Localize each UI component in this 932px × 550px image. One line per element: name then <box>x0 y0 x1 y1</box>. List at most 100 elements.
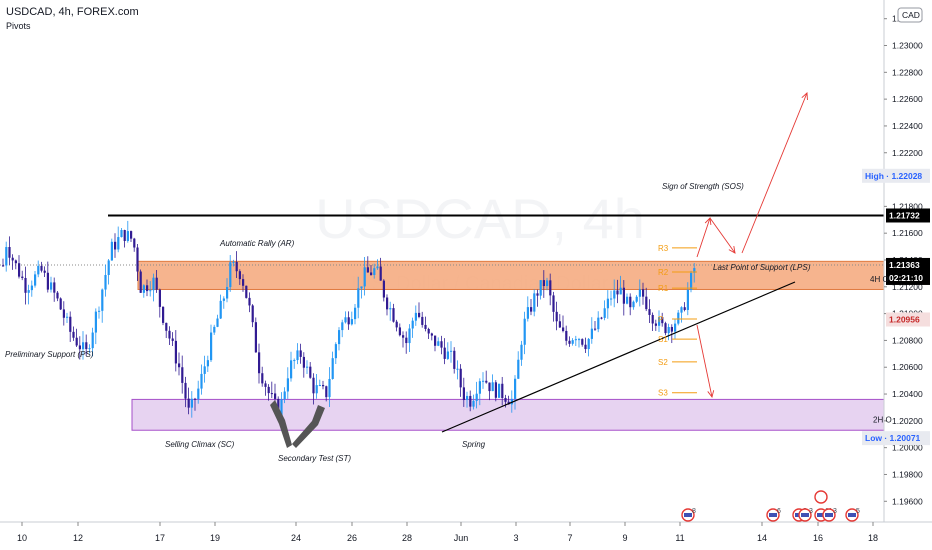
secondary-test-arrow-left <box>270 400 292 448</box>
candle-body <box>411 320 414 329</box>
x-tick-label: 9 <box>622 533 627 543</box>
candle-body <box>222 298 225 301</box>
high-label <box>862 168 930 183</box>
candle-body <box>264 383 267 387</box>
candle-body <box>430 333 433 336</box>
candle-body <box>242 279 245 286</box>
candle-body <box>155 277 158 290</box>
candle-body <box>325 386 328 398</box>
annotation-secondary-test: Secondary Test (ST) <box>278 454 351 463</box>
candle-body <box>382 280 385 298</box>
x-tick-label: 24 <box>291 533 301 543</box>
candle-body <box>549 280 552 296</box>
candle-body <box>661 317 664 324</box>
annotation-spring: Spring <box>462 440 486 449</box>
candle-body <box>542 280 545 287</box>
x-tick-label: 18 <box>868 533 878 543</box>
candle-body <box>619 287 622 295</box>
annotation-sign-of-strength: Sign of Strength (SOS) <box>662 182 744 191</box>
candle-body <box>219 300 222 319</box>
projection-arrow-down[interactable] <box>696 324 713 398</box>
event-marker-count: 3 <box>809 508 813 515</box>
candle-body <box>114 241 117 250</box>
candle-body <box>27 290 30 293</box>
y-tick-label: 1.20000 <box>892 443 923 453</box>
y-tick-label: 1.21600 <box>892 228 923 238</box>
candle-body <box>514 378 517 399</box>
candle-body <box>392 308 395 322</box>
x-tick-label: 7 <box>567 533 572 543</box>
candle-body <box>475 393 478 401</box>
candle-body <box>226 287 229 299</box>
high-label-text: High · 1.22028 <box>865 171 922 181</box>
candle-body <box>674 323 677 332</box>
candle-body <box>466 395 469 401</box>
candle-body <box>251 305 254 323</box>
y-tick-label: 1.19600 <box>892 496 923 506</box>
time-axis[interactable] <box>0 522 932 550</box>
candle-body <box>571 340 574 344</box>
zone-2h-label: 2H O <box>873 416 892 425</box>
candle-body <box>690 272 693 290</box>
secondary-test-arrow-right <box>292 405 325 448</box>
candle-body <box>558 321 561 328</box>
candle-body <box>258 352 261 374</box>
event-marker-stacked[interactable] <box>814 490 828 504</box>
candle-body <box>670 326 673 332</box>
candle-body <box>584 344 587 350</box>
candle-body <box>491 382 494 392</box>
projection-arrow-pullback[interactable] <box>709 217 736 254</box>
candle-body <box>398 327 401 336</box>
candle-body <box>293 360 296 362</box>
candle-body <box>306 366 309 368</box>
candle-body <box>101 289 104 311</box>
indicator-label[interactable]: Pivots <box>6 21 31 31</box>
candle-body <box>126 231 129 241</box>
candle-body <box>587 338 590 350</box>
candle-body <box>245 285 248 298</box>
candle-body <box>622 287 625 304</box>
symbol-title[interactable]: USDCAD, 4h, FOREX.com <box>6 6 139 18</box>
candle-body <box>402 335 405 338</box>
candle-body <box>437 341 440 346</box>
x-tick-label: 28 <box>402 533 412 543</box>
candle-body <box>120 230 123 238</box>
candle-body <box>485 380 488 383</box>
candle-body <box>357 288 360 308</box>
candle-body <box>606 298 609 309</box>
candle-body <box>104 274 107 290</box>
y-tick-label: 1.21800 <box>892 201 923 211</box>
projection-arrow-up-1[interactable] <box>696 217 711 258</box>
x-tick-label: 12 <box>73 533 83 543</box>
candle-body <box>638 289 641 297</box>
candle-body <box>693 268 696 273</box>
candle-body <box>302 356 305 368</box>
currency-badge[interactable] <box>897 7 923 23</box>
candle-body <box>5 247 8 266</box>
candle-body <box>331 358 334 379</box>
candle-body <box>117 237 120 250</box>
candle-body <box>181 367 184 383</box>
candle-body <box>72 331 75 338</box>
candle-body <box>165 322 168 331</box>
candle-body <box>248 297 251 306</box>
y-tick-label: 1.23000 <box>892 41 923 51</box>
candle-body <box>440 341 443 348</box>
projection-arrow-up-2[interactable] <box>741 92 808 254</box>
candle-body <box>379 266 382 281</box>
support-trendline[interactable] <box>441 281 796 433</box>
candle-body <box>667 326 670 334</box>
candle-body <box>562 327 565 331</box>
candle-body <box>158 289 161 307</box>
candle-body <box>645 296 648 310</box>
candle-body <box>210 332 213 361</box>
candle-body <box>546 280 549 287</box>
candle-body <box>434 335 437 346</box>
candle-body <box>107 260 110 275</box>
projection-arrow-pullback-head <box>728 246 736 254</box>
candle-body <box>82 342 85 350</box>
low-label-text: Low · 1.20071 <box>865 433 921 443</box>
candle-body <box>594 328 597 330</box>
candle-body <box>315 385 318 394</box>
